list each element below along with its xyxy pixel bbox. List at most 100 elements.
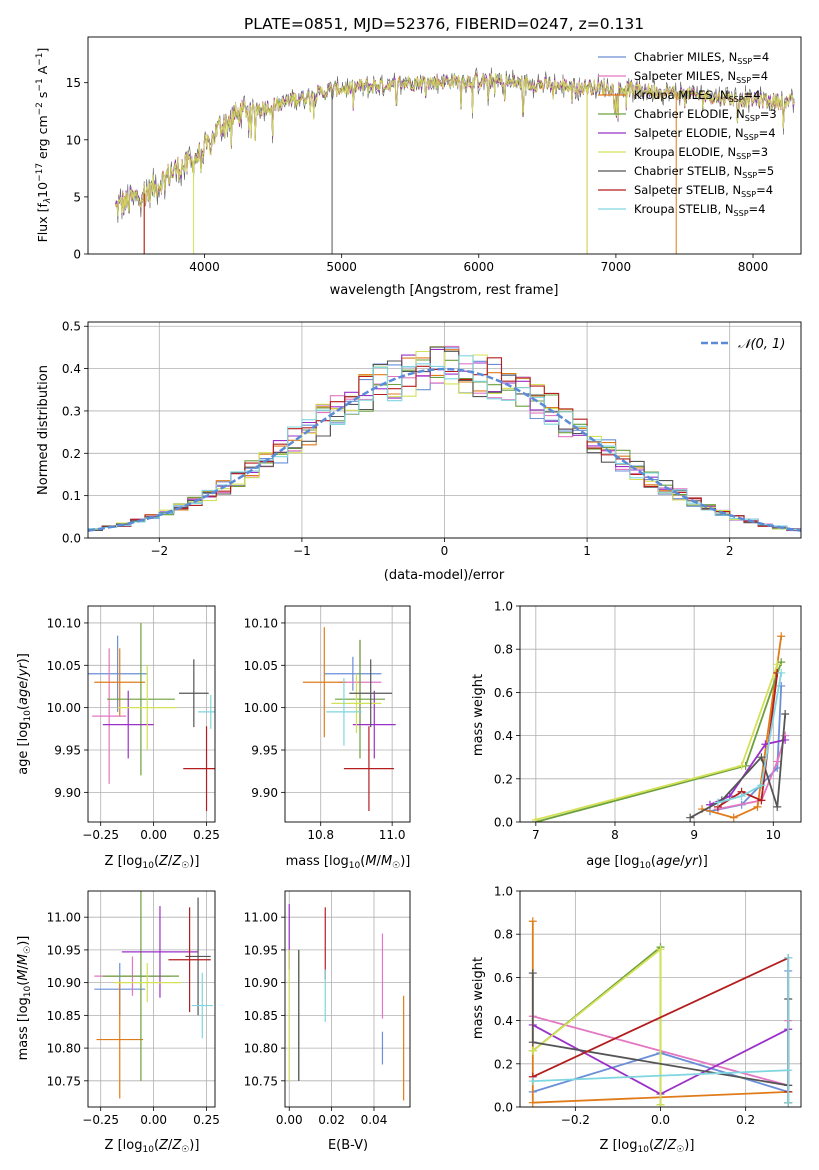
- weight-marker-kroupa-miles: [753, 802, 762, 811]
- mass-vs-EBV-grid: [285, 891, 410, 1107]
- legend-sub: SSP: [745, 114, 760, 123]
- mass-vs-Z-xtick-label: −0.25: [82, 1113, 119, 1127]
- legend-eq: =: [752, 50, 762, 64]
- residuals-xtick-label: 1: [583, 544, 591, 558]
- age-vs-mass-ytick-label: 10.00: [244, 701, 278, 715]
- legend-name: Salpeter ELODIE: [634, 126, 728, 140]
- legend-sub: SSP: [744, 133, 759, 142]
- legend-eq: =: [744, 88, 754, 102]
- residuals-xtick-label: 0: [441, 544, 449, 558]
- legend-eq: =: [757, 164, 767, 178]
- mass-weight-vs-age-marks: [531, 632, 790, 822]
- residuals-xtick-label: −2: [150, 544, 168, 558]
- weight-marker-kroupa-stelib: [784, 1066, 793, 1075]
- mass-weight-vs-age-frame: [519, 605, 802, 823]
- residuals-marks: [88, 345, 801, 532]
- legend-nssp: 4: [762, 50, 769, 64]
- weight-marker-chabrier-stelib: [781, 710, 790, 718]
- mass-vs-EBV-xtick-label: 0.00: [276, 1113, 303, 1127]
- age-vs-Z-xtick-label: 0.00: [140, 828, 167, 842]
- age-vs-Z-xtick-label: −0.25: [82, 828, 119, 842]
- legend-sub: SSP: [742, 171, 757, 180]
- legend-eq: =: [751, 145, 761, 159]
- age-vs-Z-xtick-label: 0.25: [193, 828, 220, 842]
- residual-xlabel: (data-model)/error: [384, 568, 505, 583]
- age-vs-mass-ytick-label: 9.90: [251, 786, 278, 800]
- weight-vs-Z-ylabel: mass weight: [471, 957, 486, 1039]
- legend-name: Kroupa ELODIE: [634, 145, 720, 159]
- mass-weight-vs-Z-ytick-label: 0.4: [494, 1014, 513, 1028]
- age-vs-mass-xtick-label: 10.8: [307, 828, 334, 842]
- mass-weight-vs-age-xtick-label: 7: [532, 828, 540, 842]
- spectrum-panel: 4000 5000 6000 7000 8000 0 5 10 15 wavelength [A…: [35, 36, 802, 298]
- weight-vs-age-xlabel: age [log10(age/yr)]: [586, 854, 708, 871]
- legend-sep: , N: [721, 50, 737, 64]
- mass-vs-Z-frame: [87, 890, 216, 1108]
- spectrum-xtick-label: 4000: [189, 260, 220, 274]
- age-vs-mass-frame: [284, 605, 411, 823]
- age-vs-Z-xlabel: Z [log10(Z/Z☉)]: [105, 854, 200, 871]
- age-vs-Z-frame: [87, 605, 216, 823]
- age-vs-Z-ylabel: age [log10(age/yr)]: [16, 653, 33, 775]
- weight-marker-kroupa-elodie: [773, 660, 782, 669]
- weight-marker-kroupa-stelib: [757, 781, 766, 790]
- residual-panel: −2 −1 0 1 2 0.0 0.1 0.2 0.3 0.4 0.5 (data-model)/e…: [36, 320, 802, 583]
- age-vs-mass-grid: [285, 606, 410, 822]
- mass-vs-EBV-ytick-label: 10.75: [244, 1074, 278, 1088]
- mass-weight-vs-age-ytick-label: 0.2: [494, 772, 513, 786]
- mass-vs-Z-xtick-label: 0.25: [193, 1113, 220, 1127]
- weight-vs-age-ylabel: mass weight: [471, 674, 486, 756]
- mass-weight-vs-Z-frame: [519, 890, 802, 1108]
- legend-sep: , N: [720, 69, 736, 83]
- page-title: PLATE=0851, MJD=52376, FIBERID=0247, z=0…: [244, 15, 644, 33]
- legend-entry: Salpeter STELIB, NSSP=4: [634, 183, 773, 199]
- weight-line-kroupa-stelib: [532, 958, 790, 1103]
- weight-line-kroupa-stelib: [717, 672, 783, 804]
- mass-vs-Z-ylabel: mass [log10(M/M☉)]: [16, 936, 33, 1061]
- weight-marker-chabrier-stelib: [528, 1038, 537, 1047]
- legend-sep: , N: [720, 145, 736, 159]
- mass-weight-vs-Z-ytick-label: 0.2: [494, 1057, 513, 1071]
- weight-marker-kroupa-elodie: [531, 815, 540, 822]
- legend-sub: SSP: [737, 57, 752, 66]
- mass-weight-vs-Z-marks: [528, 917, 793, 1107]
- residuals-frame: [87, 321, 802, 539]
- age-vs-Z-ytick-label: 9.95: [54, 744, 81, 758]
- weight-vs-Z-panel: −0.2 0.0 0.2 0.0 0.2 0.4 0.6 0.8 1.0 Z [log10(Z/…: [471, 885, 802, 1155]
- spectrum-marks: [115, 67, 795, 254]
- legend-name: Kroupa MILES: [634, 88, 713, 102]
- legend-entry: Chabrier ELODIE, NSSP=3: [634, 107, 777, 123]
- legend-name: Chabrier STELIB: [634, 164, 726, 178]
- mass-vs-Z-panel: −0.25 0.00 0.25 10.75 10.80 10.85 10.90 10.95 11…: [16, 890, 220, 1155]
- age-vs-Z-ytick-label: 10.10: [47, 616, 81, 630]
- spectrum-frame: [87, 36, 802, 255]
- mass-weight-vs-age-ytick-label: 0.0: [494, 816, 513, 830]
- mass-vs-EBV-ytick-label: 11.00: [244, 911, 278, 925]
- weight-marker-chabrier-stelib: [773, 802, 782, 811]
- mass-vs-Z-marks: [94, 891, 213, 1099]
- weight-marker-kroupa-stelib: [737, 792, 746, 801]
- mass-weight-vs-Z-xtick-label: −0.2: [561, 1113, 590, 1127]
- legend-sub: SSP: [736, 152, 751, 161]
- legend-nssp: 3: [769, 107, 776, 121]
- residual-ylabel: Normed distribution: [36, 365, 51, 495]
- spectrum-ytick-label: 10: [66, 133, 81, 147]
- age-vs-mass-xlabel: mass [log10(M/M☉)]: [286, 854, 411, 871]
- mass-weight-vs-age-ytick-label: 0.8: [494, 643, 513, 657]
- legend-nssp: 3: [761, 145, 768, 159]
- weight-marker-kroupa-miles: [528, 1098, 537, 1107]
- legend-entry: Kroupa ELODIE, NSSP=3: [634, 145, 768, 161]
- mass-vs-Z-xtick-label: 0.00: [140, 1113, 167, 1127]
- legend-name: Salpeter STELIB: [634, 183, 725, 197]
- legend-entry: Kroupa MILES, NSSP=4: [634, 88, 761, 104]
- weight-marker-kroupa-elodie: [528, 1046, 537, 1055]
- legend-sep: , N: [726, 164, 742, 178]
- mass-weight-vs-age-xtick-label: 8: [611, 828, 619, 842]
- weight-marker-kroupa-stelib: [784, 953, 793, 962]
- spectrum-xtick-label: 5000: [326, 260, 357, 274]
- legend-entry: Chabrier STELIB, NSSP=5: [634, 164, 774, 180]
- weight-marker-kroupa-stelib: [777, 668, 786, 677]
- normal-curve: [88, 367, 801, 532]
- legend-nssp: 4: [753, 88, 760, 102]
- legend-nssp: 4: [766, 183, 773, 197]
